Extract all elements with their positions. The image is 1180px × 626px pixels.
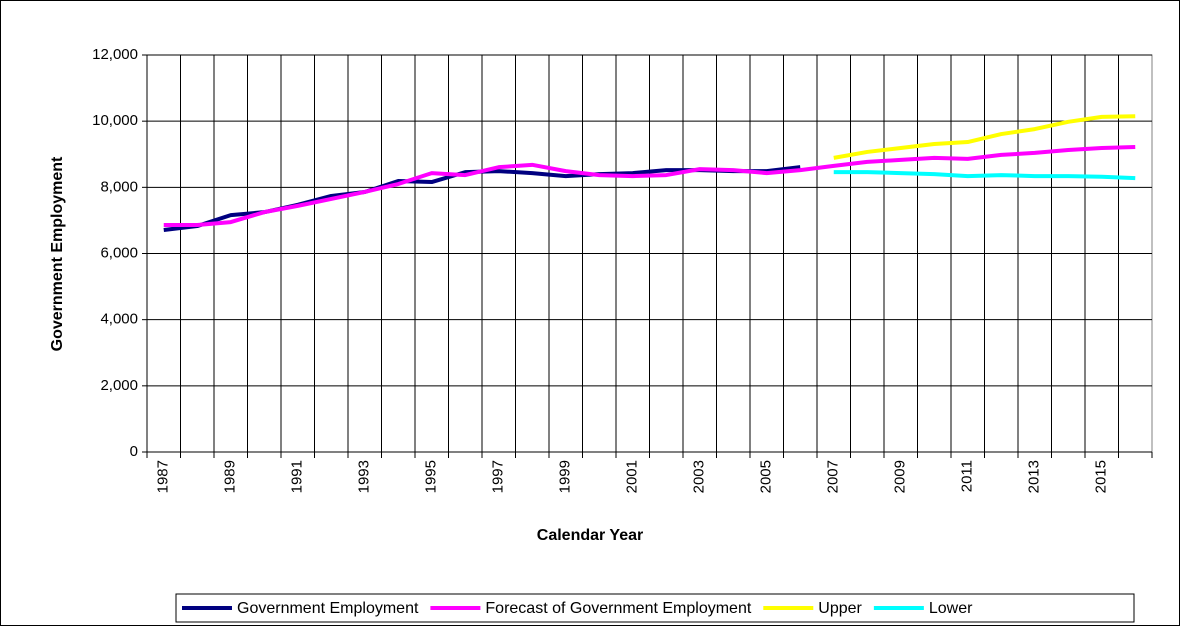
x-tick-label: 2007	[825, 460, 842, 493]
x-tick-label: 2011	[959, 460, 976, 492]
legend-label: Government Employment	[237, 600, 419, 617]
y-tick-label: 2,000	[100, 377, 138, 394]
y-tick-label: 10,000	[92, 112, 138, 129]
x-tick-label: 2001	[624, 460, 641, 493]
legend-label: Upper	[818, 600, 862, 617]
x-axis-title: Calendar Year	[537, 527, 643, 544]
series-line	[163, 144, 1136, 228]
y-tick-label: 4,000	[100, 311, 138, 328]
y-tick-label: 12,000	[92, 46, 138, 63]
legend-label: Forecast of Government Employment	[485, 600, 751, 617]
x-tick-label: 1995	[423, 460, 440, 493]
x-tick-label: 2013	[1026, 460, 1043, 493]
x-tick-label: 2005	[758, 460, 775, 493]
x-tick-label: 2009	[892, 460, 909, 493]
x-tick-label: 2003	[691, 460, 708, 493]
x-tick-label: 1989	[222, 460, 239, 493]
y-tick-label: 8,000	[100, 178, 138, 195]
x-tick-label: 1987	[155, 460, 172, 493]
x-tick-label: 2015	[1093, 460, 1110, 493]
series-line	[833, 170, 1136, 181]
x-tick-label: 1991	[289, 460, 306, 493]
y-tick-label: 6,000	[100, 244, 138, 261]
x-tick-label: 1993	[356, 460, 373, 493]
series-line	[833, 114, 1136, 160]
x-tick-label: 1999	[557, 460, 574, 493]
legend-label: Lower	[929, 600, 973, 617]
y-tick-label: 0	[130, 443, 138, 460]
x-tick-label: 1997	[490, 460, 507, 493]
legend	[175, 593, 1135, 623]
y-axis-title: Government Employment	[49, 156, 66, 351]
